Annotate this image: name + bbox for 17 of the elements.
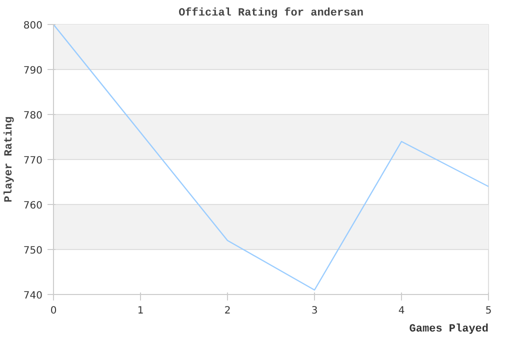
- y-tick-label: 790: [23, 66, 43, 76]
- y-tick-label: 780: [23, 110, 43, 122]
- y-tick-label: 770: [23, 156, 43, 166]
- y-axis-title: Player Rating: [3, 116, 16, 202]
- y-tick-label: 800: [23, 20, 43, 32]
- x-tick-label: 2: [224, 306, 231, 316]
- line-series: [54, 24, 488, 291]
- x-tick-label: 5: [485, 306, 492, 316]
- chart-title: Official Rating for andersan: [178, 6, 364, 20]
- x-tick-label: 3: [311, 306, 318, 316]
- y-tick-label: 760: [23, 200, 43, 212]
- x-tick-label: 0: [50, 306, 57, 316]
- x-tick-label: 1: [137, 306, 144, 316]
- y-tick-label: 750: [23, 246, 43, 256]
- x-axis-title: Games Played: [409, 324, 489, 336]
- y-tick-label: 740: [23, 290, 43, 302]
- x-tick-label: 4: [398, 306, 405, 316]
